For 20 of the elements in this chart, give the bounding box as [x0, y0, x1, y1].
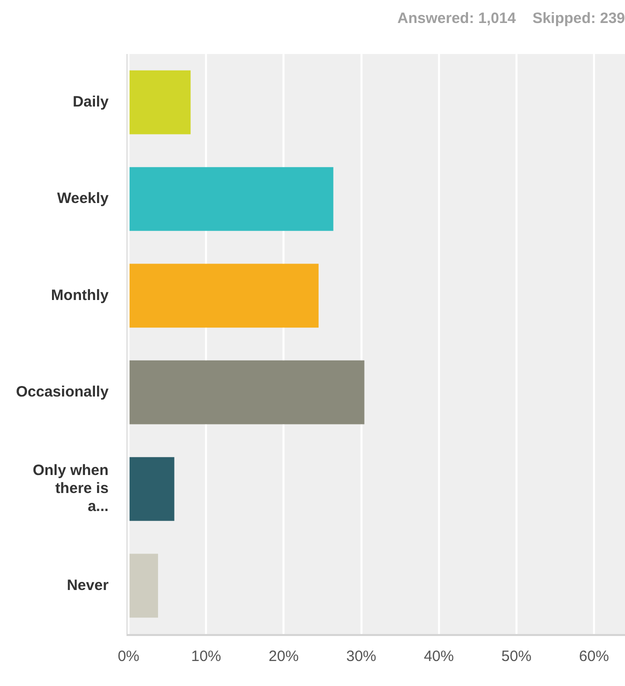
y-tick-label: Only when there is a... [32, 462, 109, 516]
x-tick-label: 30% [346, 648, 376, 666]
bar [130, 167, 334, 231]
x-tick-label: 0% [118, 648, 140, 666]
chart-title: Answered: 1,014 Skipped: 239 [397, 10, 625, 28]
bar [130, 360, 364, 424]
bar [130, 264, 319, 328]
bar [130, 70, 191, 134]
bar [130, 457, 174, 521]
y-tick-label: Daily [72, 93, 110, 110]
x-tick-label: 50% [501, 648, 532, 666]
bar [130, 554, 158, 618]
x-tick-label: 40% [424, 648, 454, 666]
y-tick-label: Monthly [51, 286, 110, 304]
y-tick-label: Occasionally [16, 383, 110, 400]
x-tick-label: 20% [268, 648, 299, 666]
y-tick-label: Never [66, 576, 109, 594]
x-tick-label: 60% [578, 648, 609, 666]
x-tick-label: 10% [191, 648, 222, 666]
y-tick-label: Weekly [57, 190, 110, 208]
